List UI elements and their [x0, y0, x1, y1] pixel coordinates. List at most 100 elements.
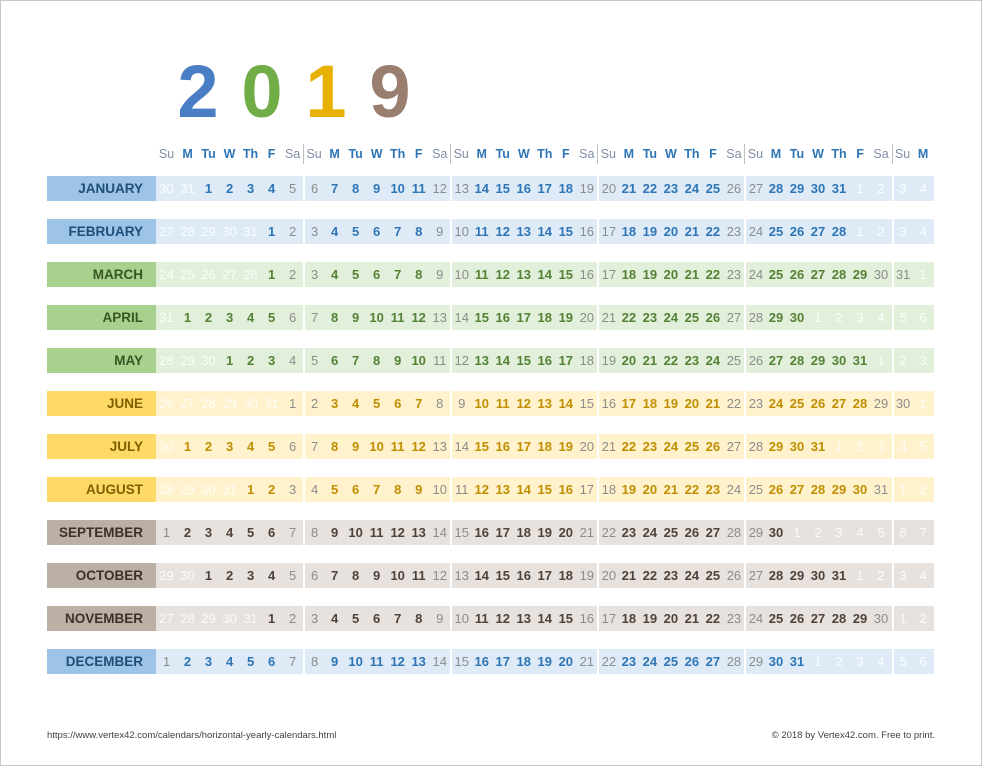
day-cell: 9	[436, 224, 444, 239]
day-cell: 9	[450, 391, 471, 416]
day-cell: 10	[348, 654, 363, 669]
day-cell: 15	[450, 649, 471, 674]
day-cell: 29	[744, 520, 765, 545]
day-cell: 29	[810, 353, 826, 368]
day-cell: 23	[642, 310, 658, 325]
day-cell: 3	[267, 353, 276, 368]
day-cell: 19	[642, 224, 658, 239]
day-cell: 1	[288, 396, 297, 411]
adjacent-month-day-cell: 2	[835, 654, 843, 669]
adjacent-month-day-cell: 30	[159, 439, 174, 454]
day-cell: 26	[810, 396, 826, 411]
day-cell: 7	[394, 224, 402, 239]
day-cell: 10	[369, 310, 384, 325]
weekday-header: M	[623, 147, 635, 161]
day-cell: 13	[537, 396, 553, 411]
day-cell: 27	[768, 353, 784, 368]
weekday-header: F	[561, 147, 570, 161]
day-cell: 16	[474, 654, 489, 669]
day-cell: 29	[852, 611, 868, 626]
day-cell: 15	[474, 439, 489, 454]
day-cell: 27	[810, 267, 826, 282]
day-cell: 25	[768, 611, 784, 626]
day-cell: 4	[331, 611, 339, 626]
adjacent-month-day-cell: 31	[159, 310, 174, 325]
day-cell: 18	[597, 477, 618, 502]
day-cell: 18	[558, 181, 574, 196]
day-cell: 1	[183, 439, 192, 454]
weekday-header: Tu	[789, 147, 805, 161]
day-cell: 17	[495, 525, 510, 540]
day-cell: 25	[684, 439, 700, 454]
adjacent-month-day-cell: 6	[919, 310, 927, 325]
day-cell: 21	[621, 181, 637, 196]
weekday-header: M	[476, 147, 487, 161]
day-cell: 12	[411, 310, 426, 325]
day-cell: 7	[352, 353, 360, 368]
day-cell: 7	[415, 396, 423, 411]
day-cell: 10	[432, 482, 447, 497]
adjacent-month-day-cell: 3	[856, 654, 864, 669]
day-cell: 5	[288, 568, 297, 583]
day-cell: 26	[705, 310, 721, 325]
day-cell: 25	[705, 568, 721, 583]
adjacent-month-day-cell: 4	[919, 181, 927, 196]
day-cell: 19	[579, 181, 595, 196]
day-cell: 15	[579, 396, 595, 411]
day-cell: 25	[768, 267, 784, 282]
day-cell: 3	[303, 219, 324, 244]
day-cell: 30	[852, 482, 868, 497]
month-row-october: OCTOBER 29 30 1 2 3 4 5 6 7 8 9 10 11 12 13 14 15 16 17 18 19…	[47, 563, 934, 588]
day-cell: 23	[621, 654, 637, 669]
day-cell: 10	[474, 396, 489, 411]
day-cell: 20	[558, 525, 574, 540]
day-cell: 2	[288, 611, 297, 626]
day-cell: 7	[394, 267, 402, 282]
day-cell: 3	[204, 525, 213, 540]
adjacent-month-day-cell: 3	[891, 219, 913, 244]
day-cell: 25	[789, 396, 805, 411]
day-cell: 18	[621, 267, 637, 282]
day-cell: 15	[495, 181, 510, 196]
weekday-header: Su	[597, 144, 618, 164]
day-cell: 26	[726, 568, 742, 583]
adjacent-month-day-cell: 2	[856, 439, 864, 454]
day-cell: 6	[331, 353, 339, 368]
day-cell: 5	[352, 224, 360, 239]
day-cell: 27	[726, 439, 742, 454]
footer-url-link[interactable]: https://www.vertex42.com/calendars/horiz…	[47, 730, 337, 741]
month-label: JANUARY	[47, 176, 156, 201]
day-cell: 12	[474, 482, 489, 497]
day-cell: 20	[663, 267, 679, 282]
day-cell: 9	[373, 568, 381, 583]
adjacent-month-day-cell: 2	[919, 611, 927, 626]
weekday-header: F	[709, 147, 717, 161]
day-cell: 21	[663, 482, 679, 497]
day-cell: 9	[352, 310, 360, 325]
day-cell: 26	[789, 224, 805, 239]
day-cell: 16	[516, 181, 531, 196]
weekday-header: W	[664, 147, 677, 161]
day-cell: 24	[642, 654, 658, 669]
day-cell: 28	[744, 434, 765, 459]
weekday-header: W	[370, 147, 383, 161]
adjacent-month-day-cell: 30	[243, 396, 258, 411]
day-cell: 22	[663, 353, 679, 368]
weekday-header: W	[517, 147, 530, 161]
adjacent-month-day-cell: 31	[180, 181, 195, 196]
year-title: 2 0 1 9	[166, 52, 422, 132]
adjacent-month-day-cell: 1	[891, 606, 913, 631]
day-cell: 17	[597, 219, 618, 244]
day-cell: 13	[450, 176, 471, 201]
adjacent-month-day-cell: 29	[201, 224, 216, 239]
adjacent-month-day-cell: 6	[891, 520, 913, 545]
day-cell: 28	[831, 611, 847, 626]
day-cell: 12	[432, 181, 447, 196]
adjacent-month-day-cell: 1	[814, 310, 822, 325]
adjacent-month-day-cell: 28	[180, 224, 195, 239]
day-cell: 1	[267, 224, 276, 239]
day-cell: 19	[537, 654, 553, 669]
day-cell: 24	[726, 482, 742, 497]
weekday-header: Sa	[873, 147, 889, 161]
day-cell: 29	[831, 482, 847, 497]
